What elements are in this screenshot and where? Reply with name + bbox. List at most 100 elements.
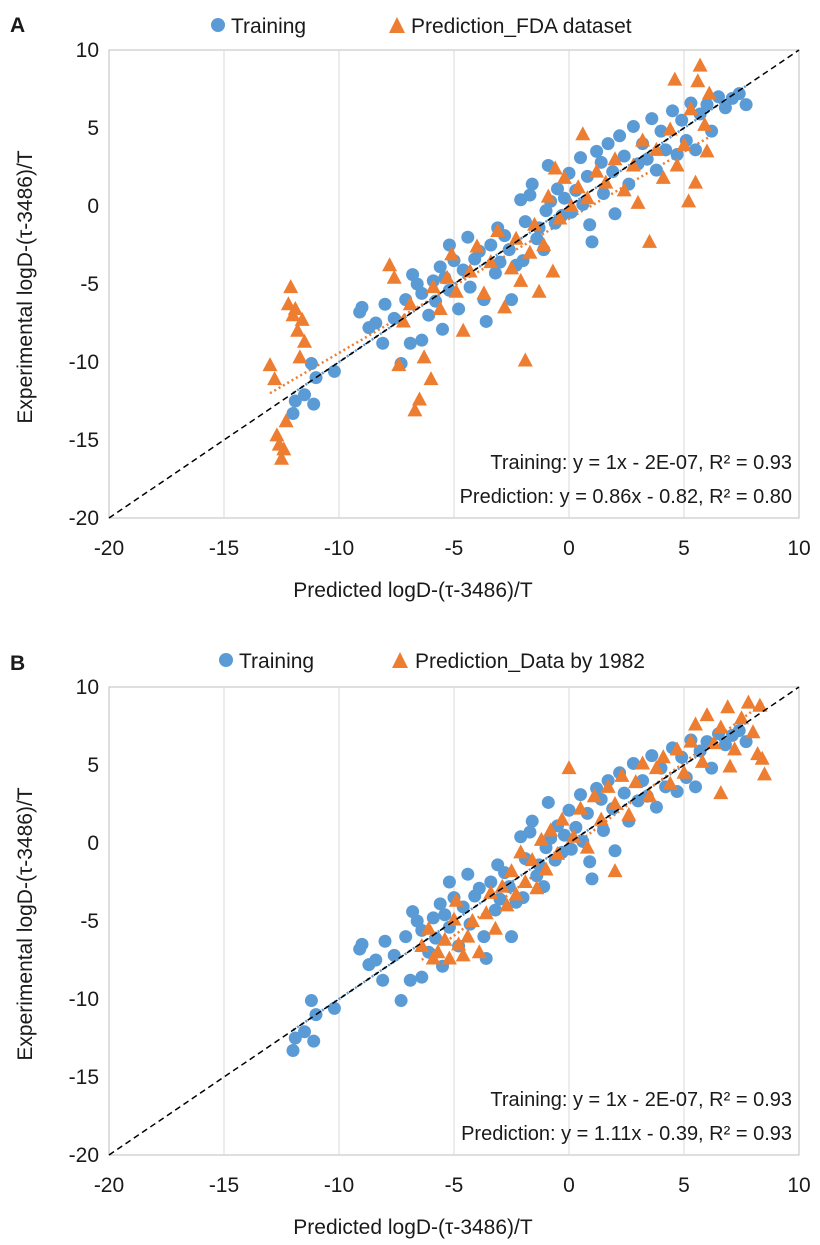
prediction-point [579, 839, 595, 854]
prediction-point [683, 733, 699, 748]
prediction-point [524, 852, 540, 867]
training-point [597, 187, 610, 201]
training-point [369, 316, 383, 330]
prediction-point [395, 313, 411, 328]
prediction-point [690, 73, 706, 88]
prediction-point [683, 101, 699, 116]
prediction-point [407, 402, 423, 417]
prediction-point [635, 755, 651, 770]
prediction-point [274, 450, 289, 465]
prediction-point [706, 735, 722, 750]
prediction-point [757, 766, 772, 781]
training-point [739, 98, 753, 112]
training-point [585, 872, 599, 886]
prediction-point [713, 719, 729, 734]
training-point [488, 903, 502, 917]
training-point [718, 101, 732, 115]
prediction-point [598, 174, 614, 189]
prediction-point [386, 269, 402, 284]
prediction-point [508, 886, 524, 901]
prediction-point [575, 126, 591, 141]
prediction-point [722, 758, 738, 773]
training-point [541, 795, 555, 809]
x-tick-label: -10 [324, 537, 354, 560]
prediction-point [280, 296, 296, 311]
prediction-point [533, 831, 549, 846]
legend-label-prediction: Prediction_FDA dataset [411, 15, 632, 38]
training-point [649, 163, 663, 177]
legend-label-training: Training [239, 650, 314, 673]
prediction-point [701, 85, 717, 100]
prediction-point [462, 263, 478, 278]
training-point [562, 803, 576, 817]
prediction-point [550, 845, 565, 860]
prediction-point [573, 800, 588, 815]
prediction-point [297, 333, 312, 348]
prediction-point [262, 357, 278, 372]
prediction-point [662, 121, 678, 136]
prediction-point [294, 311, 310, 326]
training-point [689, 780, 702, 794]
training-point [608, 844, 622, 858]
training-point [415, 286, 429, 300]
prediction-point [504, 260, 519, 275]
x-tick-label: 10 [787, 537, 810, 560]
prediction-point [478, 905, 494, 920]
prediction-point [490, 222, 506, 237]
prediction-point [531, 283, 547, 298]
prediction-point [446, 911, 462, 926]
y-tick-label: -20 [69, 1144, 99, 1167]
prediction-point [692, 57, 708, 72]
reference-line [108, 686, 800, 1156]
y-tick-label: 0 [87, 832, 99, 855]
x-tick-label: 10 [787, 1174, 810, 1197]
training-point [626, 119, 640, 133]
prediction-point [283, 279, 299, 294]
prediction-point [432, 300, 448, 315]
training-point [502, 243, 516, 257]
prediction-point [556, 169, 572, 184]
prediction-point [688, 716, 703, 731]
training-point [442, 875, 456, 889]
x-tick-label: -20 [94, 1174, 124, 1197]
prediction-point [421, 920, 437, 935]
prediction-point [451, 936, 467, 951]
series-training [286, 87, 753, 420]
scatter-panel-b: B Training Prediction_Data by 1982 -20 -1… [10, 650, 811, 1239]
training-point [355, 937, 369, 951]
prediction-point [614, 767, 630, 782]
prediction-point [448, 892, 464, 907]
prediction-point [699, 143, 715, 158]
training-point [438, 908, 452, 922]
y-axis-title: Experimental logD-(τ-3486)/T [14, 787, 37, 1060]
training-point [601, 137, 615, 151]
prediction-point [425, 279, 441, 294]
training-point [649, 800, 663, 814]
prediction-point [676, 764, 692, 779]
training-point [369, 953, 383, 967]
legend: Training Prediction_Data by 1982 [219, 650, 645, 673]
prediction-point [752, 697, 768, 712]
prediction-point [460, 928, 476, 943]
training-point [433, 897, 447, 911]
prediction-point [455, 947, 471, 962]
prediction-point [552, 210, 568, 225]
training-point [488, 266, 502, 280]
trendline-prediction [421, 700, 766, 961]
x-tick-label: 0 [563, 537, 575, 560]
training-point [525, 177, 539, 191]
prediction-point [471, 944, 487, 959]
identity-line [108, 686, 800, 1156]
training-point [399, 930, 413, 944]
prediction-point [476, 285, 492, 300]
prediction-point [589, 163, 605, 178]
training-point [376, 973, 390, 987]
training-point [583, 855, 597, 869]
training-point [551, 182, 564, 196]
training-point [613, 129, 627, 143]
training-point [693, 107, 707, 121]
y-axis-ticks: -20 -15 -10 -5 0 5 10 [69, 39, 99, 530]
x-tick-label: 5 [678, 537, 690, 560]
prediction-point [508, 230, 524, 245]
